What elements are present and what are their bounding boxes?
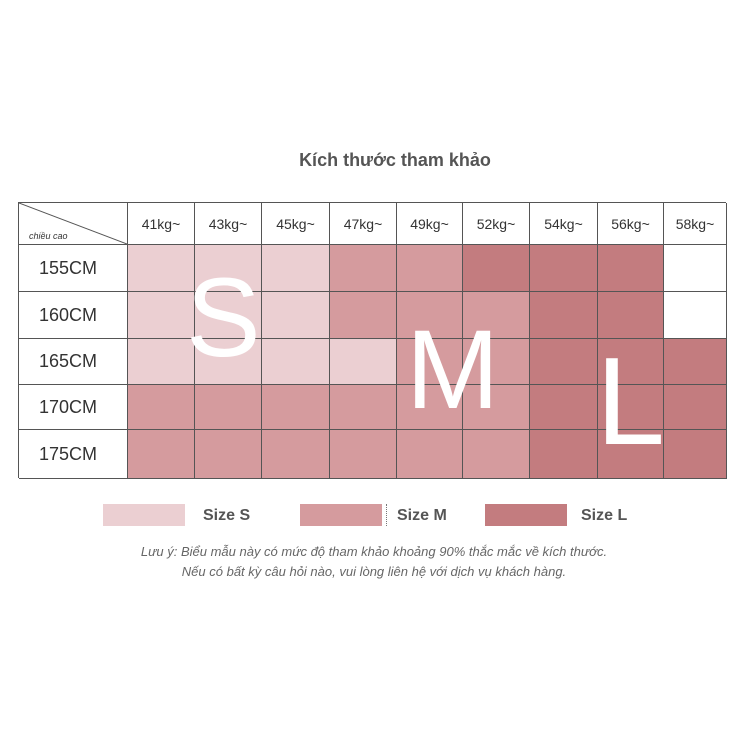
weight-header-cell: 49kg~	[397, 203, 463, 245]
size-cell-s	[195, 292, 262, 339]
size-cell-m	[463, 292, 530, 339]
size-cell-m	[397, 385, 463, 430]
note-line-1: Lưu ý: Biểu mẫu này có mức độ tham khảo …	[140, 544, 608, 559]
weight-header-cell: 41kg~	[128, 203, 195, 245]
size-cell-s	[128, 292, 195, 339]
height-axis-label: chiều cao	[29, 231, 68, 241]
size-cell-l	[463, 245, 530, 292]
size-cell-l	[664, 339, 727, 385]
size-cell-l	[598, 385, 664, 430]
size-cell-s	[128, 339, 195, 385]
weight-header-cell: 52kg~	[463, 203, 530, 245]
legend-swatch-m	[300, 504, 382, 526]
diagonal-divider	[19, 203, 127, 244]
size-cell-l	[530, 339, 598, 385]
size-cell-s	[262, 292, 330, 339]
size-cell-m	[463, 339, 530, 385]
height-row-label: 170CM	[19, 385, 128, 430]
height-row-label: 175CM	[19, 430, 128, 479]
size-cell-s	[128, 245, 195, 292]
legend: Size S Size M Size L	[0, 504, 748, 526]
size-cell-l	[598, 339, 664, 385]
corner-header-cell: chiều cao	[19, 203, 128, 245]
size-cell-m	[397, 339, 463, 385]
size-chart-table: chiều cao 41kg~ 43kg~ 45kg~ 47kg~ 49kg~ 52kg~…	[18, 202, 727, 479]
size-cell-m	[397, 245, 463, 292]
weight-header-cell: 56kg~	[598, 203, 664, 245]
size-cell-m	[128, 430, 195, 479]
size-cell-s	[195, 245, 262, 292]
empty-cell	[664, 245, 727, 292]
legend-swatch-l	[485, 504, 567, 526]
size-cell-l	[530, 385, 598, 430]
legend-swatch-s	[103, 504, 185, 526]
legend-label-m: Size M	[397, 507, 447, 524]
legend-label-l: Size L	[581, 507, 628, 524]
weight-header-cell: 47kg~	[330, 203, 397, 245]
size-cell-m	[262, 385, 330, 430]
size-cell-l	[598, 430, 664, 479]
legend-dotted-divider	[386, 504, 387, 526]
size-cell-s	[330, 339, 397, 385]
size-cell-l	[598, 292, 664, 339]
size-cell-m	[330, 385, 397, 430]
size-cell-m	[195, 430, 262, 479]
size-cell-l	[530, 245, 598, 292]
weight-header-cell: 54kg~	[530, 203, 598, 245]
size-cell-s	[262, 245, 330, 292]
height-row-label: 165CM	[19, 339, 128, 385]
height-row-label: 155CM	[19, 245, 128, 292]
chart-title: Kích thước tham khảo	[299, 150, 491, 170]
size-cell-m	[463, 385, 530, 430]
weight-header-cell: 58kg~	[664, 203, 727, 245]
weight-header-cell: 43kg~	[195, 203, 262, 245]
size-cell-m	[330, 292, 397, 339]
size-cell-m	[128, 385, 195, 430]
size-cell-m	[262, 430, 330, 479]
size-cell-s	[195, 339, 262, 385]
size-cell-m	[195, 385, 262, 430]
size-cell-l	[530, 292, 598, 339]
empty-cell	[664, 292, 727, 339]
size-cell-m	[330, 245, 397, 292]
size-cell-m	[330, 430, 397, 479]
size-cell-m	[397, 292, 463, 339]
note-line-2: Nếu có bất kỳ câu hỏi nào, vui lòng liên…	[181, 564, 567, 579]
size-cell-l	[530, 430, 598, 479]
size-cell-l	[664, 430, 727, 479]
legend-label-s: Size S	[203, 507, 251, 524]
size-cell-s	[262, 339, 330, 385]
size-cell-m	[397, 430, 463, 479]
size-cell-l	[664, 385, 727, 430]
height-row-label: 160CM	[19, 292, 128, 339]
weight-header-cell: 45kg~	[262, 203, 330, 245]
size-cell-l	[598, 245, 664, 292]
size-cell-m	[463, 430, 530, 479]
